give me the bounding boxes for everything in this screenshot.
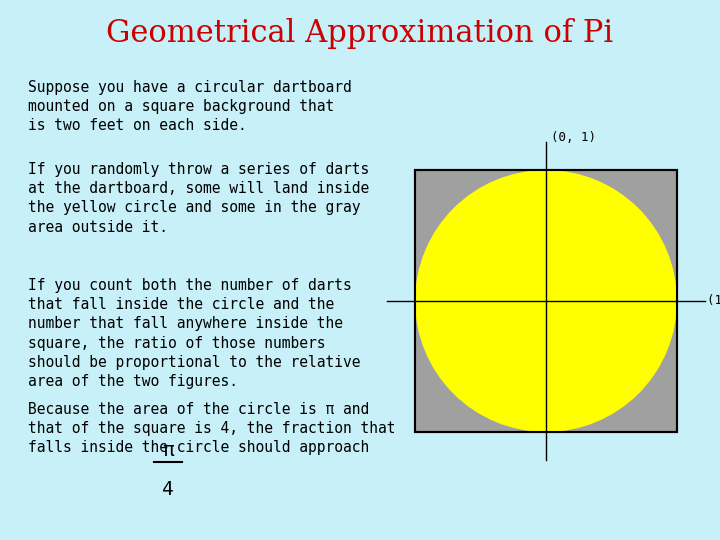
Text: (0, 1): (0, 1) <box>551 131 596 144</box>
Text: π: π <box>162 441 174 460</box>
Text: If you randomly throw a series of darts
at the dartboard, some will land inside
: If you randomly throw a series of darts … <box>28 162 369 234</box>
Text: Suppose you have a circular dartboard
mounted on a square background that
is two: Suppose you have a circular dartboard mo… <box>28 80 352 133</box>
Text: (1, 0): (1, 0) <box>707 294 720 307</box>
Text: Because the area of the circle is π and
that of the square is 4, the fraction th: Because the area of the circle is π and … <box>28 402 395 455</box>
Circle shape <box>415 170 677 432</box>
Bar <box>415 170 677 432</box>
Text: If you count both the number of darts
that fall inside the circle and the
number: If you count both the number of darts th… <box>28 278 361 389</box>
Bar <box>415 170 677 432</box>
Text: Geometrical Approximation of Pi: Geometrical Approximation of Pi <box>107 18 613 49</box>
Text: 4: 4 <box>162 480 174 499</box>
